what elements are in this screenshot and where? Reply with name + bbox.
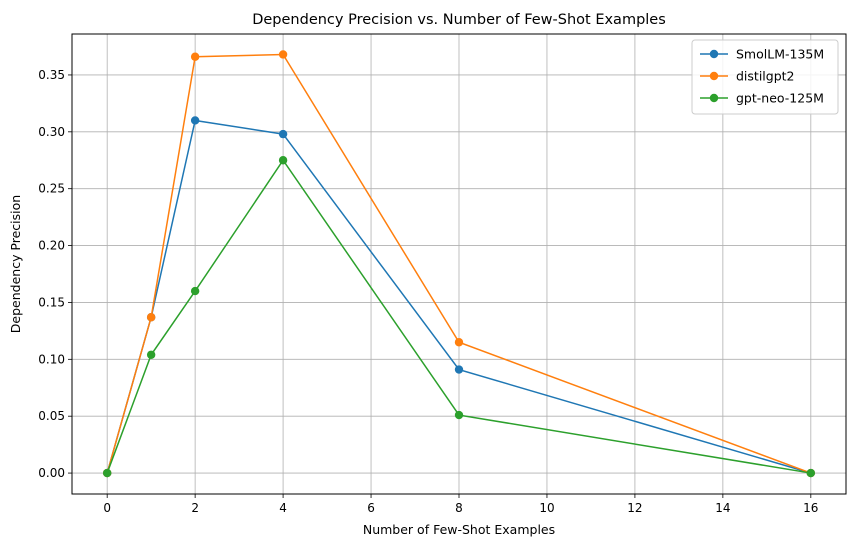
data-point-smollm-135m	[278, 129, 288, 139]
legend-marker	[709, 71, 719, 81]
data-point-gpt-neo-125m	[806, 468, 816, 478]
series-line-gpt-neo-125m	[106, 158, 811, 474]
legend-item-smollm-135m: SmolLM-135M	[700, 47, 824, 62]
grid-layer	[72, 34, 846, 494]
x-axis-label: Number of Few-Shot Examples	[363, 522, 555, 537]
data-point-gpt-neo-125m	[190, 286, 200, 296]
data-point-distilgpt2	[190, 52, 200, 61]
legend-label: SmolLM-135M	[736, 47, 824, 62]
data-point-gpt-neo-125m	[454, 410, 464, 420]
series-layer	[102, 50, 816, 478]
tick-layer: 0 2 4 6 8 10 12 14 16 0.00 0.05 0.10 0.15 0.20 0.25 0.3…	[38, 68, 818, 515]
legend-label: distilgpt2	[736, 69, 795, 84]
x-tick-label: 4	[279, 501, 287, 515]
chart-title: Dependency Precision vs. Number of Few-S…	[252, 12, 666, 28]
data-point-gpt-neo-125m	[102, 468, 112, 478]
data-point-smollm-135m	[190, 116, 200, 125]
data-point-distilgpt2	[278, 50, 288, 59]
y-tick-label: 0.05	[38, 409, 65, 423]
x-tick-label: 0	[103, 501, 111, 515]
legend-label: gpt-neo-125M	[736, 91, 824, 106]
data-point-distilgpt2	[146, 313, 156, 322]
y-tick-label: 0.25	[38, 182, 65, 196]
y-tick-label: 0.15	[38, 295, 65, 309]
data-point-smollm-135m	[454, 365, 464, 374]
legend: SmolLM-135M distilgpt2 gpt-neo-125M	[691, 39, 839, 115]
x-tick-label: 16	[803, 501, 818, 515]
x-tick-label: 14	[715, 501, 730, 515]
y-tick-label: 0.00	[38, 466, 65, 480]
x-tick-label: 6	[367, 501, 375, 515]
y-tick-label: 0.10	[38, 352, 65, 366]
legend-frame	[691, 39, 839, 115]
y-tick-label: 0.35	[38, 68, 65, 82]
x-tick-label: 12	[627, 501, 642, 515]
legend-item-gpt-neo-125m: gpt-neo-125M	[700, 91, 824, 106]
data-point-gpt-neo-125m	[146, 350, 156, 359]
y-tick-label: 0.20	[38, 239, 65, 253]
y-axis-label: Dependency Precision	[8, 195, 23, 333]
data-point-distilgpt2	[454, 338, 464, 347]
y-tick-label: 0.30	[38, 125, 65, 139]
series-line-distilgpt2	[106, 53, 812, 474]
data-point-gpt-neo-125m	[278, 156, 288, 165]
series-gpt-neo-125m	[102, 156, 816, 478]
x-tick-label: 8	[455, 501, 463, 515]
x-tick-label: 2	[191, 501, 199, 515]
legend-marker	[709, 93, 719, 103]
legend-item-distilgpt2: distilgpt2	[700, 69, 795, 84]
legend-marker	[709, 49, 719, 59]
x-tick-label: 10	[539, 501, 554, 515]
